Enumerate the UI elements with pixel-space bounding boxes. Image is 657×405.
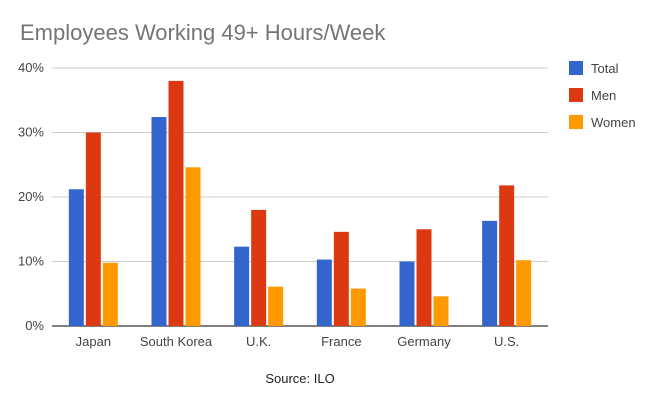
legend-swatch-total [569, 61, 583, 75]
bar-total-france [316, 259, 332, 326]
y-tick-label: 10% [18, 254, 44, 269]
bar-total-u-k [234, 246, 250, 326]
legend: Total Men Women [569, 61, 636, 130]
y-tick-label: 40% [18, 60, 44, 75]
y-tick-label: 20% [18, 189, 44, 204]
bar-total-u-s [482, 220, 498, 326]
bar-women-japan [102, 262, 118, 326]
legend-swatch-men [569, 88, 583, 102]
source-note: Source: ILO [265, 371, 334, 386]
bar-men-japan [85, 132, 101, 326]
x-tick-label: U.S. [494, 334, 519, 349]
bar-women-france [350, 288, 366, 326]
bar-men-germany [416, 229, 432, 326]
bar-women-south-korea [185, 167, 201, 326]
bar-total-japan [68, 189, 84, 326]
bar-men-u-s [499, 185, 515, 326]
chart-title: Employees Working 49+ Hours/Week [20, 20, 386, 45]
x-axis-ticks: Japan South Korea U.K. France Germany U.S. [76, 334, 520, 349]
bar-men-u-k [251, 209, 267, 326]
y-tick-label: 30% [18, 125, 44, 140]
bar-men-south-korea [168, 80, 184, 327]
gridlines [52, 67, 548, 327]
legend-swatch-women [569, 115, 583, 129]
x-tick-label: Germany [397, 334, 451, 349]
y-axis-ticks: 0% 10% 20% 30% 40% [18, 60, 44, 333]
bars [68, 80, 532, 327]
bar-women-u-s [516, 260, 532, 326]
bar-women-germany [433, 296, 449, 326]
x-tick-label: U.K. [246, 334, 271, 349]
x-tick-label: South Korea [140, 334, 213, 349]
bar-total-germany [399, 261, 415, 326]
x-tick-label: Japan [76, 334, 111, 349]
x-tick-label: France [321, 334, 361, 349]
legend-label-women: Women [591, 115, 636, 130]
bar-men-france [333, 231, 349, 326]
legend-label-total: Total [591, 61, 619, 76]
legend-label-men: Men [591, 88, 616, 103]
y-tick-label: 0% [25, 318, 44, 333]
bar-women-u-k [268, 286, 284, 326]
bar-total-south-korea [151, 117, 167, 327]
